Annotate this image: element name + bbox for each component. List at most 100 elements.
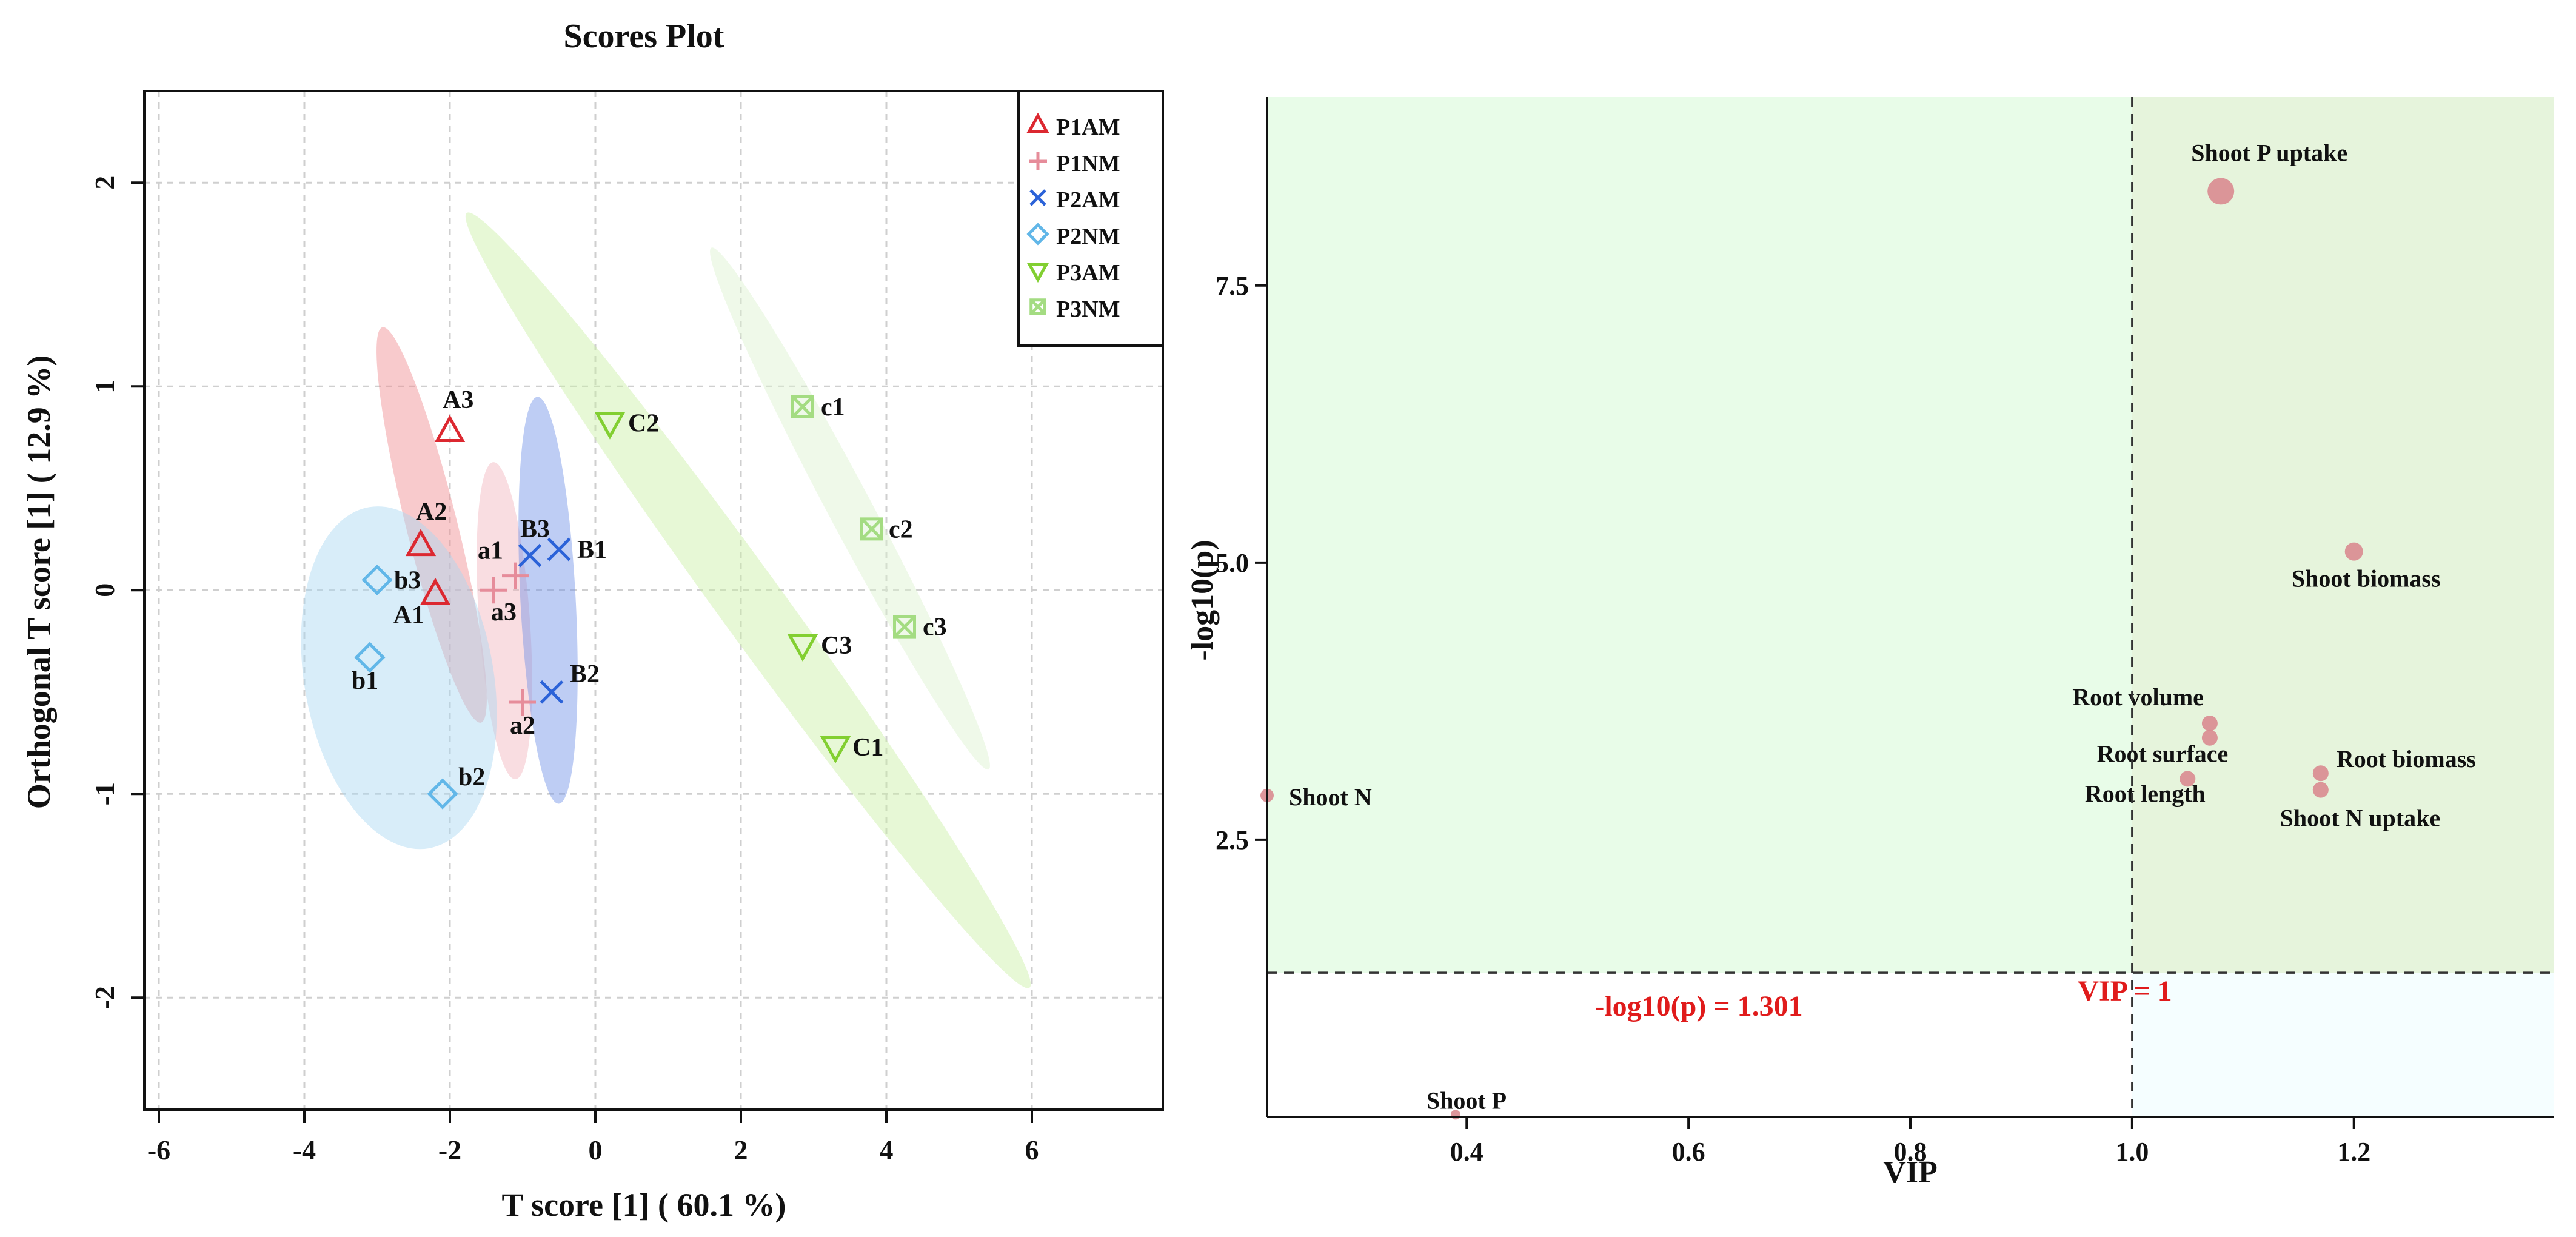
vip-x-tick-label: 1.2 [2337,1137,2370,1167]
vip-point-label: Shoot N uptake [2280,805,2441,832]
vip-y-tick-label: 2.5 [1216,825,1249,855]
data-point-c2 [594,412,626,440]
vip-point [2344,542,2363,561]
legend-marker-p2nm [1026,223,1049,246]
point-label: A2 [416,498,447,526]
legend-marker-p1am [1026,112,1049,133]
data-point-b2 [427,778,458,810]
data-point-c1 [820,736,851,764]
vip-point [2201,729,2218,746]
data-point-c1 [791,395,814,418]
scores-plot-title: Scores Plot [564,18,724,55]
scores-legend: P1AM P1NM P2AM P2NM P3AM P3NM [1017,90,1164,347]
point-label: b1 [352,667,378,695]
vip-x-tick-label: 0.6 [1672,1137,1705,1167]
x-tick-label: -4 [293,1135,316,1165]
point-label: a3 [491,598,517,626]
scores-gridlines [144,91,1163,1110]
point-label: C1 [852,734,883,762]
confidence-ellipse-p1am [376,327,487,723]
x-tick-label: 2 [734,1135,748,1165]
vip-point-label: Shoot P uptake [2191,139,2347,166]
x-tick-label: -6 [147,1135,170,1165]
data-point-c2 [860,517,883,541]
point-label: B3 [520,515,550,543]
confidence-ellipse-p2nm [301,506,497,850]
data-point-c3 [893,615,916,639]
point-label: A1 [393,602,424,629]
vip-point-label: Shoot P [1427,1087,1507,1114]
vip-y-tick-label: 7.5 [1216,271,1249,301]
vip-point [2207,178,2235,205]
y-tick-label: -1 [89,782,120,805]
legend-entry-p2nm: P2NM [1056,224,1120,249]
important-region [2132,973,2554,1117]
y-tick-label: 2 [89,176,120,190]
vip-threshold-x-label: VIP = 1 [2078,975,2172,1007]
confidence-ellipse-p3am [465,212,1031,988]
significant-important-region [2132,97,2554,973]
vip-point-label: Root biomass [2337,745,2476,773]
scores-plot-frame [143,90,1164,1111]
point-label: b2 [458,763,485,791]
confidence-ellipse-p3nm [710,247,990,770]
data-point-b3 [518,543,542,568]
point-label: a2 [510,712,535,740]
data-point-a3 [434,414,466,443]
vip-point-label: Root length [2085,780,2206,807]
data-point-a3 [480,577,507,604]
scores-x-ticks: -6 -4 -2 0 2 4 6 [147,1110,1039,1165]
vip-x-axis-label: VIP [1883,1155,1938,1190]
vip-point-label: Shoot N [1289,783,1372,811]
data-point-b2 [540,680,564,704]
data-point-b1 [354,642,386,673]
scores-points: A1 A2 A3 a1 a2 a3 B1 B2 B3 b1 b2 b3 C1 C2 C3 c1 c2 c3 [352,386,947,810]
data-point-a1 [502,562,529,589]
scores-y-ticks: -2 -1 0 1 2 [89,176,144,1009]
data-point-a1 [420,577,451,605]
scores-plot: Scores Plot A1 A2 A3 a1 a2 a3 B1 B2 B3 b1 b2 b3 C1 C2… [21,18,1164,1223]
legend-entry-p1nm: P1NM [1056,151,1120,176]
scores-y-axis-label: Orthogonal T score [1] ( 12.9 %) [21,355,57,809]
vip-y-tick-label: 5.0 [1216,548,1249,578]
vip-point-label: Root surface [2097,740,2229,768]
point-label: C3 [821,632,852,660]
point-label: A3 [443,386,473,414]
y-tick-label: 1 [89,380,120,394]
data-point-a2 [509,689,536,716]
data-point-b1 [547,537,571,562]
data-point-a2 [405,529,437,557]
vip-threshold-lines [1267,97,2554,1117]
point-label: a1 [478,537,503,565]
scores-ellipses [301,212,1031,988]
point-label: C2 [628,410,659,438]
vip-points: Shoot P uptake Shoot biomass Root volume Ro… [1260,139,2476,1120]
data-point-b3 [361,564,393,595]
legend-entry-p2am: P2AM [1056,187,1120,213]
data-point-c3 [787,634,818,662]
legend-marker-p3am [1026,263,1049,283]
legend-entry-p3nm: P3NM [1056,297,1120,322]
vip-point [2201,715,2218,731]
legend-marker-p3nm [1029,298,1046,315]
vip-point-label: Root volume [2072,683,2204,711]
y-tick-label: 0 [89,583,120,597]
vip-point [2312,765,2329,782]
vip-y-axis-label: -log10(p) [1185,540,1220,660]
vip-x-tick-label: 1.0 [2115,1137,2149,1167]
vip-regions [1267,97,2554,1117]
vip-y-ticks: 2.5 5.0 7.5 [1216,271,1267,855]
scores-x-axis-label: T score [1] ( 60.1 %) [502,1187,786,1223]
legend-marker-p1nm [1029,152,1047,170]
point-label: c2 [889,515,913,543]
x-tick-label: 0 [589,1135,603,1165]
vip-point [2312,782,2329,798]
legend-entry-p1am: P1AM [1056,115,1120,140]
x-tick-label: 4 [880,1135,894,1165]
confidence-ellipse-p1nm [477,462,532,780]
x-tick-label: -2 [438,1135,461,1165]
point-label: c1 [821,394,845,421]
significant-region [1267,97,2132,973]
vip-point [2180,771,2196,787]
